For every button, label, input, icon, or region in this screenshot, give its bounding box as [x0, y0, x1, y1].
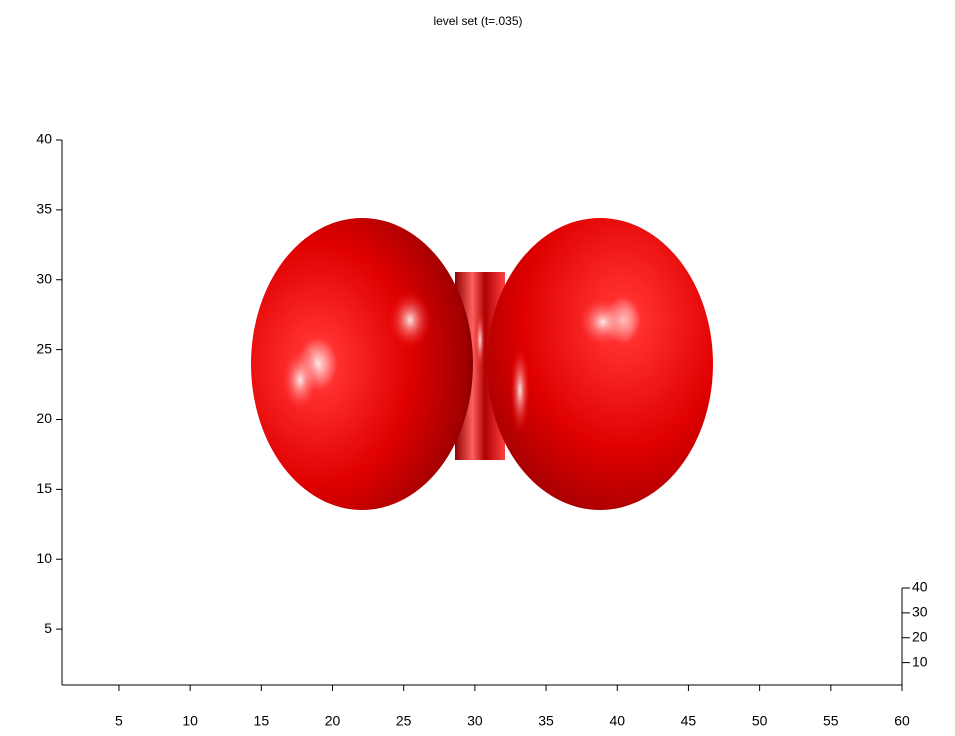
plot-area — [61, 140, 903, 686]
x-tick-label: 60 — [894, 713, 910, 729]
x-tick-label: 25 — [396, 713, 412, 729]
z-tick-label: 20 — [912, 628, 928, 644]
chart-title: level set (t=.035) — [433, 14, 522, 28]
highlight — [388, 290, 432, 350]
x-tick-label: 50 — [752, 713, 768, 729]
y-tick-label: 15 — [36, 480, 52, 496]
z-tick-label: 10 — [912, 653, 928, 669]
y-tick-label: 5 — [44, 620, 52, 636]
y-tick-label: 40 — [36, 131, 52, 147]
x-tick-label: 30 — [467, 713, 483, 729]
surface-lobe — [251, 218, 473, 510]
surface — [251, 218, 713, 510]
z-tick-label: 40 — [912, 579, 928, 595]
highlight — [280, 345, 320, 415]
x-tick-label: 10 — [182, 713, 198, 729]
y-tick-label: 25 — [36, 340, 52, 356]
y-tick-label: 35 — [36, 201, 52, 217]
y-tick-label: 30 — [36, 270, 52, 286]
z-tick-label: 30 — [912, 604, 928, 620]
y-tick-label: 10 — [36, 550, 52, 566]
y-tick-label: 20 — [36, 410, 52, 426]
surface-lobe — [487, 218, 713, 510]
x-tick-label: 55 — [823, 713, 839, 729]
x-tick-label: 15 — [254, 713, 270, 729]
x-tick-label: 35 — [538, 713, 554, 729]
x-tick-label: 5 — [115, 713, 123, 729]
x-tick-label: 20 — [325, 713, 341, 729]
x-tick-label: 45 — [681, 713, 697, 729]
highlight — [510, 345, 530, 435]
x-tick-label: 40 — [609, 713, 625, 729]
highlight — [575, 294, 631, 350]
highlight — [475, 310, 485, 370]
